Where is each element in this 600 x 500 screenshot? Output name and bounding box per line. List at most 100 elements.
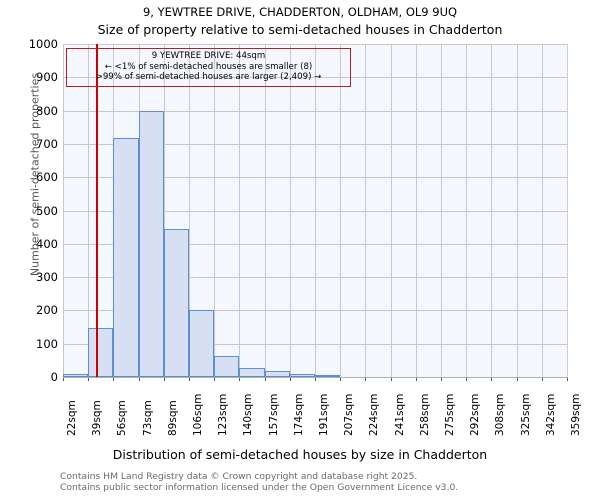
x-tick-label-241sqm: 241sqm xyxy=(393,393,406,436)
gridline-x-325sqm xyxy=(517,44,518,377)
x-tick-mark-207sqm xyxy=(340,378,341,381)
gridline-x-123sqm xyxy=(214,44,215,377)
x-tick-label-106sqm: 106sqm xyxy=(192,393,204,436)
x-tick-label-258sqm: 258sqm xyxy=(418,393,431,436)
x-tick-label-22sqm: 22sqm xyxy=(66,400,78,436)
footer-line-2: Contains public sector information licen… xyxy=(60,482,459,493)
x-tick-mark-123sqm xyxy=(214,378,215,381)
x-tick-label-123sqm: 123sqm xyxy=(217,393,230,436)
x-axis-baseline xyxy=(63,377,568,378)
x-tick-mark-157sqm xyxy=(265,378,266,381)
y-tick-label-600: 600 xyxy=(36,170,58,185)
bar xyxy=(164,229,189,377)
x-tick-mark-308sqm xyxy=(491,378,492,381)
x-tick-label-140sqm: 140sqm xyxy=(242,393,255,436)
bar xyxy=(88,328,113,377)
x-tick-label-207sqm: 207sqm xyxy=(343,393,356,436)
x-axis-label: Distribution of semi-detached houses by … xyxy=(112,447,488,462)
y-tick-label-300: 300 xyxy=(36,270,58,285)
x-tick-label-39sqm: 39sqm xyxy=(91,400,104,436)
gridline-x-39sqm xyxy=(88,44,89,377)
x-tick-label-342sqm: 342sqm xyxy=(544,393,557,436)
x-tick-label-325sqm: 325sqm xyxy=(519,393,532,436)
y-tick-label-900: 900 xyxy=(36,70,58,85)
gridline-x-140sqm xyxy=(239,44,240,377)
gridline-x-157sqm xyxy=(265,44,266,377)
x-tick-label-174sqm: 174sqm xyxy=(292,393,305,436)
y-tick-label-200: 200 xyxy=(36,303,58,318)
x-tick-mark-191sqm xyxy=(315,378,316,381)
x-tick-label-359sqm: 359sqm xyxy=(570,393,582,436)
gridline-x-342sqm xyxy=(542,44,543,377)
chart-title-block: 9, YEWTREE DRIVE, CHADDERTON, OLDHAM, OL… xyxy=(0,4,600,39)
plot-area xyxy=(63,44,568,378)
x-tick-label-157sqm: 157sqm xyxy=(267,393,280,436)
bar xyxy=(63,374,88,377)
x-tick-mark-39sqm xyxy=(88,378,89,381)
x-tick-label-89sqm: 89sqm xyxy=(166,400,179,436)
footer-attribution: Contains HM Land Registry data © Crown c… xyxy=(60,471,580,493)
x-tick-mark-56sqm xyxy=(113,378,114,381)
footer-line-1: Contains HM Land Registry data © Crown c… xyxy=(60,471,418,482)
y-tick-label-0: 0 xyxy=(50,370,58,384)
x-tick-label-224sqm: 224sqm xyxy=(368,393,381,436)
gridline-x-22sqm xyxy=(63,44,64,377)
gridline-x-241sqm xyxy=(391,44,392,377)
x-tick-mark-241sqm xyxy=(391,378,392,381)
x-tick-label-191sqm: 191sqm xyxy=(318,393,330,436)
gridline-x-191sqm xyxy=(315,44,316,377)
annotation-line-smaller: ← <1% of semi-detached houses are smalle… xyxy=(104,61,313,72)
x-tick-mark-106sqm xyxy=(189,378,190,381)
x-tick-mark-89sqm xyxy=(164,378,165,381)
x-tick-mark-275sqm xyxy=(441,378,442,381)
x-tick-mark-224sqm xyxy=(365,378,366,381)
y-tick-label-500: 500 xyxy=(36,203,58,218)
x-tick-mark-174sqm xyxy=(290,378,291,381)
gridline-x-207sqm xyxy=(340,44,341,377)
bar xyxy=(189,310,214,377)
x-tick-mark-359sqm xyxy=(567,378,568,381)
annotation-line-title: 9 YEWTREE DRIVE: 44sqm xyxy=(151,51,266,61)
plot-right-edge xyxy=(567,44,568,377)
gridline-x-258sqm xyxy=(416,44,417,377)
x-tick-mark-73sqm xyxy=(139,378,140,381)
x-tick-label-292sqm: 292sqm xyxy=(469,393,482,436)
x-tick-mark-22sqm xyxy=(63,378,64,381)
gridline-x-174sqm xyxy=(290,44,291,377)
y-tick-label-800: 800 xyxy=(36,103,58,118)
gridline-x-224sqm xyxy=(365,44,366,377)
y-tick-label-700: 700 xyxy=(36,136,58,151)
property-size-marker-line xyxy=(95,44,98,377)
x-tick-label-73sqm: 73sqm xyxy=(141,400,154,436)
gridline-x-308sqm xyxy=(491,44,492,377)
bar xyxy=(139,111,164,377)
annotation-box: 9 YEWTREE DRIVE: 44sqm ← <1% of semi-det… xyxy=(66,48,351,87)
x-tick-mark-342sqm xyxy=(542,378,543,381)
x-axis-ticks: 22sqm 39sqm 56sqm 73sqm 89sqm 106sqm 123sqm 140… xyxy=(0,382,600,442)
gridline-x-275sqm xyxy=(441,44,442,377)
bar xyxy=(239,368,265,377)
y-tick-label-1000: 1000 xyxy=(28,37,58,51)
bar xyxy=(214,355,239,377)
chart-title: 9, YEWTREE DRIVE, CHADDERTON, OLDHAM, OL… xyxy=(142,5,458,19)
y-tick-label-400: 400 xyxy=(36,236,58,251)
x-tick-label-308sqm: 308sqm xyxy=(494,393,507,436)
x-tick-mark-258sqm xyxy=(416,378,417,381)
x-tick-mark-292sqm xyxy=(466,378,467,381)
x-tick-label-275sqm: 275sqm xyxy=(444,393,456,436)
bar xyxy=(113,137,139,377)
x-tick-mark-325sqm xyxy=(517,378,518,381)
y-tick-label-100: 100 xyxy=(36,336,58,351)
chart-subtitle: Size of property relative to semi-detach… xyxy=(97,22,503,37)
y-axis-label: Number of semi-detached properties xyxy=(28,72,42,277)
annotation-line-larger: >99% of semi-detached houses are larger … xyxy=(95,72,322,83)
bar xyxy=(315,375,340,377)
gridline-x-89sqm xyxy=(164,44,165,377)
bar xyxy=(265,371,290,377)
x-tick-mark-140sqm xyxy=(239,378,240,381)
gridline-x-106sqm xyxy=(189,44,190,377)
x-tick-label-56sqm: 56sqm xyxy=(116,400,129,436)
gridline-x-292sqm xyxy=(466,44,467,377)
y-axis-ticks: 0 100 200 300 400 500 600 700 800 900 1000 xyxy=(6,0,58,500)
